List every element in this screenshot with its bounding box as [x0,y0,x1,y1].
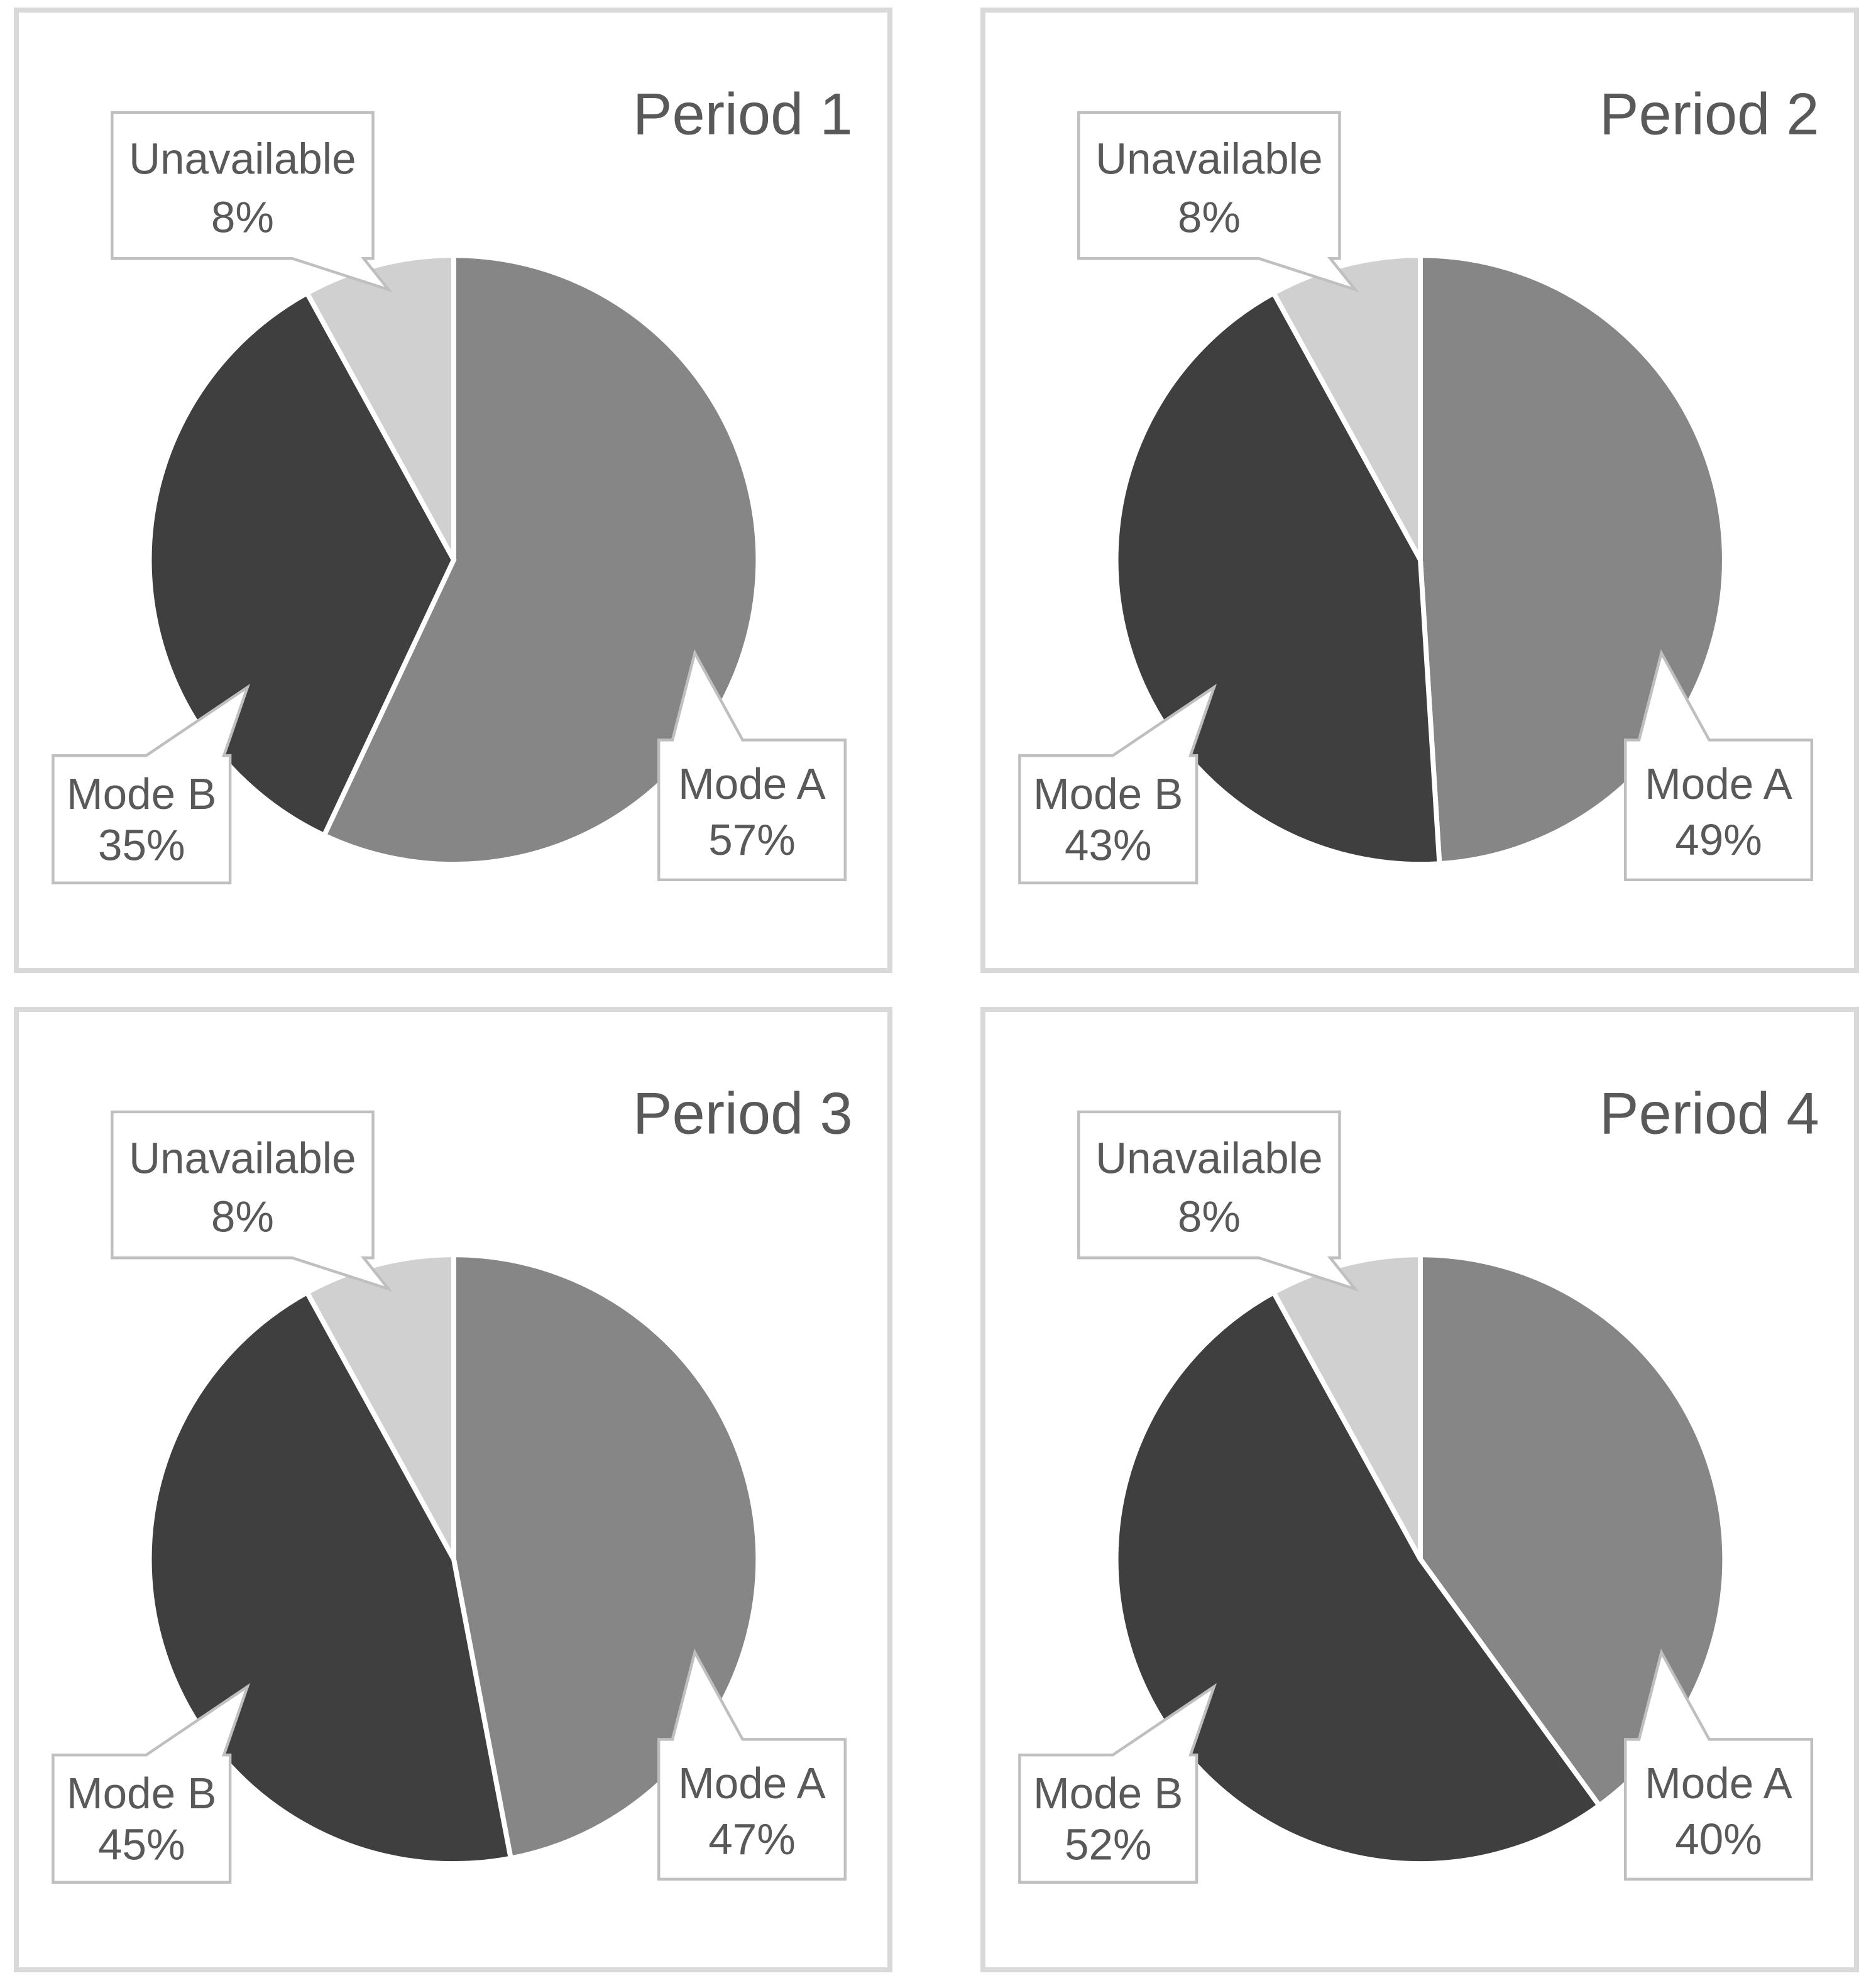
callout-unavailable-value: 8% [211,1192,274,1241]
callout-mode-a-value: 47% [708,1815,795,1864]
callout-mode-b-value: 43% [1065,820,1151,869]
callout-mode-a[interactable]: Mode A 49% [1623,649,1814,882]
pie-slice-unavailable[interactable] [1270,253,1423,561]
pie-chart-period-3: Period 3 Mode A 47% Mode B 45% Unavailab… [52,1080,853,1884]
pie [1113,1252,1728,1866]
callout-unavailable-bubble [111,1110,393,1292]
callout-mode-a[interactable]: Mode A 47% [657,1649,847,1881]
pie-slice-unavailable[interactable] [1270,1252,1423,1561]
pie-chart-period-4: Period 4 Mode A 40% Mode B 52% Unavailab… [1018,1080,1819,1884]
pie-chart-period-1: Period 1 Mode A 57% Mode B 35% Unavailab… [52,81,853,884]
callout-mode-a[interactable]: Mode A 57% [657,649,847,882]
pie-slice-unavailable[interactable] [304,1252,456,1561]
callout-mode-a-bubble [657,649,847,882]
chart-title[interactable]: Period 3 [633,1080,853,1146]
chart-panel-period-1: Period 1 Mode A 57% Mode B 35% Unavailab… [14,8,892,973]
callout-unavailable-label: Unavailable [1095,135,1323,184]
callout-mode-b-label: Mode B [67,1769,216,1818]
callout-unavailable-label: Unavailable [129,135,356,184]
callout-unavailable-label: Unavailable [1095,1134,1323,1183]
callout-mode-b-bubble [52,1683,251,1884]
callout-mode-b-value: 35% [98,820,185,869]
callout-unavailable-bubble [111,111,393,293]
callout-unavailable-value: 8% [1178,192,1241,241]
callout-unavailable[interactable]: Unavailable 8% [111,111,393,293]
callout-mode-b-value: 45% [98,1820,185,1869]
callout-mode-a-label: Mode A [678,1759,826,1808]
callout-mode-a-label: Mode A [1645,1759,1792,1808]
chart-panel-period-3: Period 3 Mode A 47% Mode B 45% Unavailab… [14,1007,892,1972]
callout-mode-a-label: Mode A [1645,759,1792,808]
callout-mode-b[interactable]: Mode B 35% [52,683,251,884]
callout-mode-b-label: Mode B [1033,1769,1183,1818]
callout-mode-a-value: 49% [1675,815,1762,864]
callout-unavailable-bubble [1077,1110,1359,1292]
callout-mode-a-value: 57% [708,815,795,864]
callout-unavailable-value: 8% [211,192,274,241]
chart-title[interactable]: Period 1 [633,81,853,147]
callout-mode-b-bubble [1018,683,1217,884]
chart-title[interactable]: Period 2 [1599,81,1819,147]
pie-slice-unavailable[interactable] [304,253,456,561]
callout-mode-b[interactable]: Mode B 52% [1018,1683,1217,1884]
callout-mode-b-label: Mode B [67,769,216,818]
callout-mode-b[interactable]: Mode B 43% [1018,683,1217,884]
callout-unavailable[interactable]: Unavailable 8% [1077,111,1359,293]
callout-mode-a[interactable]: Mode A 40% [1623,1649,1814,1881]
pie-chart-period-2: Period 2 Mode A 49% Mode B 43% Unavailab… [1018,81,1819,884]
callout-unavailable-bubble [1077,111,1359,293]
callout-mode-b-value: 52% [1065,1820,1151,1869]
callout-unavailable-label: Unavailable [129,1134,356,1183]
pie-slice-mode-b[interactable] [146,1288,514,1867]
callout-mode-b-bubble [1018,1683,1217,1884]
chart-title[interactable]: Period 4 [1599,1080,1819,1146]
chart-panel-period-2: Period 2 Mode A 49% Mode B 43% Unavailab… [980,8,1859,973]
pie [146,253,761,867]
callout-mode-b[interactable]: Mode B 45% [52,1683,251,1884]
callout-mode-a-bubble [1623,649,1814,882]
callout-mode-b-label: Mode B [1033,769,1183,818]
callout-mode-a-label: Mode A [678,759,826,808]
callout-unavailable[interactable]: Unavailable 8% [111,1110,393,1292]
callout-unavailable-value: 8% [1178,1192,1241,1241]
pie-slice-mode-b[interactable] [146,289,457,839]
callout-mode-a-bubble [657,1649,847,1881]
callout-mode-a-bubble [1623,1649,1814,1881]
pie-slice-mode-a[interactable] [321,253,761,867]
callout-unavailable[interactable]: Unavailable 8% [1077,1110,1359,1292]
chart-panel-period-4: Period 4 Mode A 40% Mode B 52% Unavailab… [980,1007,1859,1972]
callout-mode-b-bubble [52,683,251,884]
callout-mode-a-value: 40% [1675,1815,1762,1864]
